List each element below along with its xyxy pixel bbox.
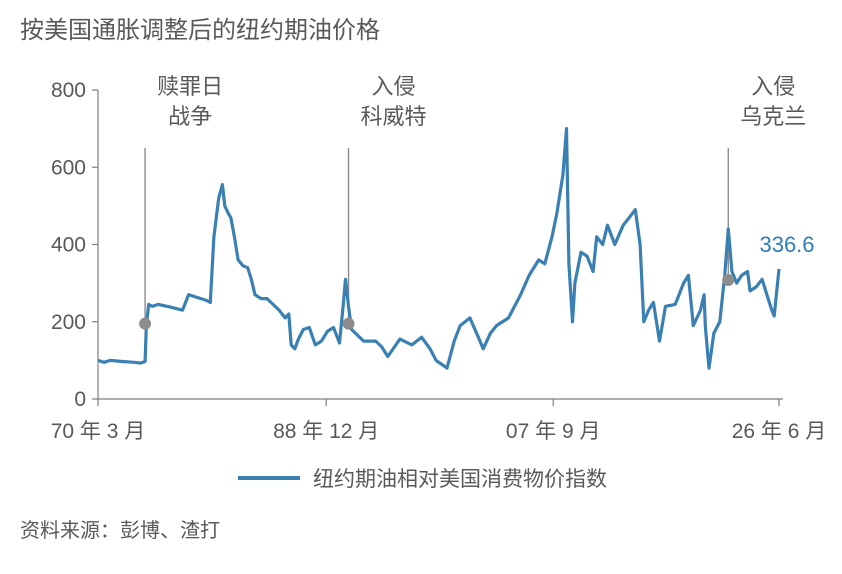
legend-label: 纽约期油相对美国消费物价指数	[313, 467, 607, 491]
y-tick-label: 0	[74, 388, 86, 411]
annotation-label: 科威特	[361, 105, 427, 130]
x-tick-label: 88 年 12 月	[273, 420, 379, 443]
last-value-label: 336.6	[759, 232, 814, 257]
y-tick-label: 400	[51, 234, 86, 257]
source-note: 资料来源：彭博、渣打	[20, 518, 220, 542]
annotation-label: 赎罪日	[157, 75, 223, 100]
x-tick-label: 70 年 3 月	[51, 420, 146, 443]
annotation-marker	[342, 317, 355, 330]
annotation-label: 乌克兰	[740, 105, 806, 130]
y-tick-label: 600	[51, 156, 86, 179]
y-tick-label: 200	[51, 311, 86, 334]
annotation-label: 入侵	[751, 75, 795, 100]
x-tick-label: 26 年 6 月	[732, 420, 827, 443]
chart-title: 按美国通胀调整后的纽约期油价格	[20, 16, 380, 44]
annotation-marker	[139, 317, 152, 330]
y-tick-label: 800	[51, 79, 86, 102]
x-tick-label: 07 年 9 月	[506, 420, 601, 443]
annotation-label: 入侵	[372, 75, 416, 100]
annotation-marker	[722, 274, 735, 287]
annotation-label: 战争	[168, 105, 212, 130]
series-line	[97, 127, 781, 370]
